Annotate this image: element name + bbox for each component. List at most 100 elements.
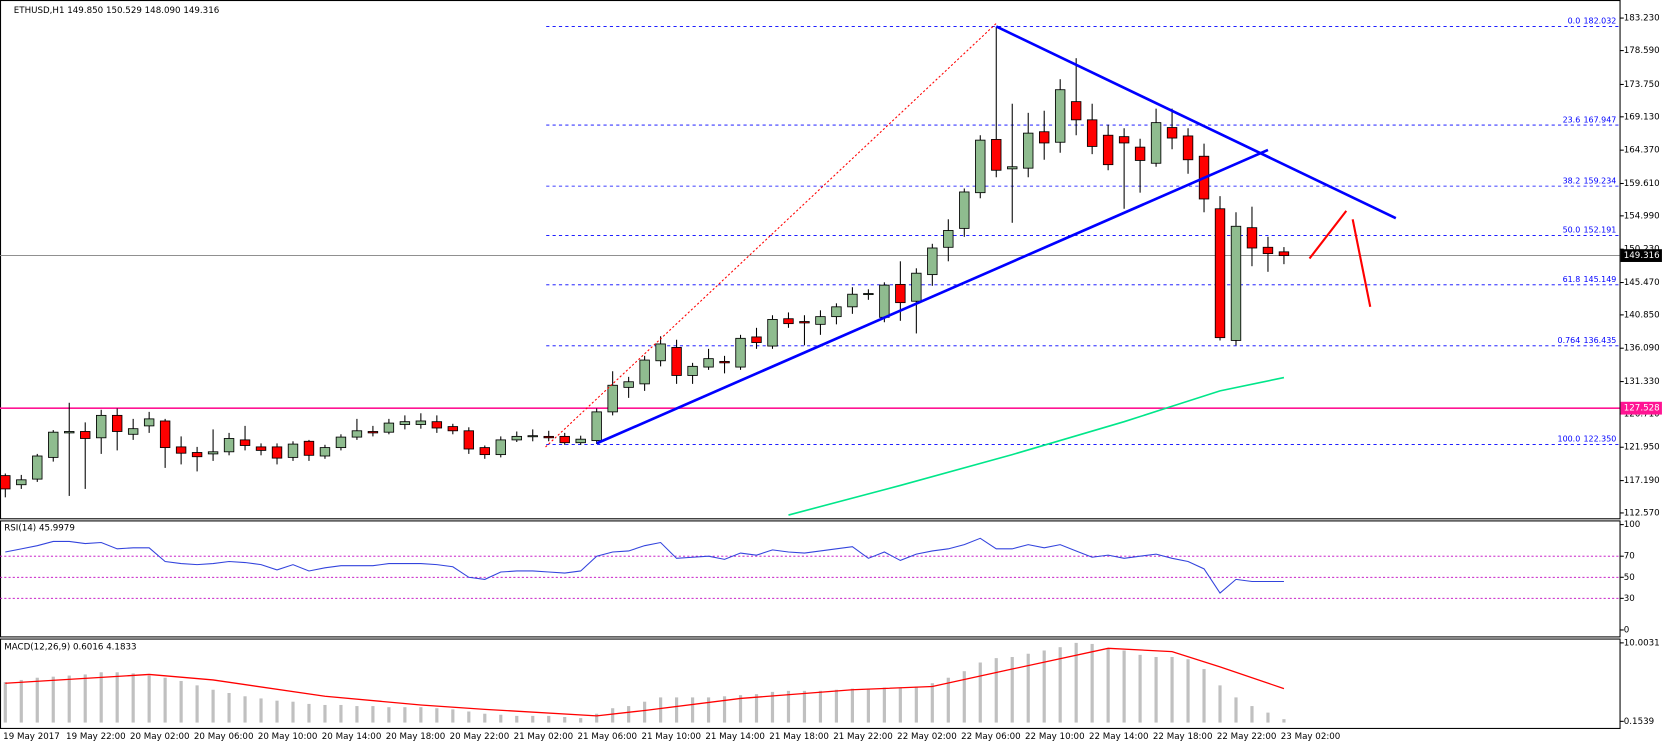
macd-bar [387,707,391,723]
candle-body [639,359,650,385]
candle-body [1007,166,1018,170]
fib-ratio: 100.0 [1558,435,1581,444]
candle-body [607,384,618,413]
y-tick-label: 173.750 [1624,80,1660,90]
candle-body [1182,135,1194,161]
macd-bar [1090,643,1094,723]
macd-bar [611,708,615,723]
y-tick-label: 0.1539 [1624,717,1654,727]
y-tick-label: 159.610 [1624,179,1660,189]
macd-bar [674,697,679,723]
time-label: 22 May 02:00 [897,732,957,742]
candle-body [1134,146,1146,161]
time-label: 20 May 22:00 [450,732,510,742]
y-tick-label: 154.990 [1624,211,1660,221]
candle-body [111,414,123,432]
time-label: 21 May 06:00 [578,732,638,742]
candle-body [415,420,427,425]
time-label: 21 May 02:00 [514,732,574,742]
candle-body [943,230,954,248]
time-label: 20 May 18:00 [386,732,446,742]
candle-body [1070,101,1082,121]
candle-body [1246,227,1258,249]
fib-ratio: 0.764 [1558,336,1581,345]
panel-frame [0,638,1621,729]
candle-body [96,414,107,439]
time-label: 20 May 14:00 [322,732,382,742]
time-label: 19 May 22:00 [66,732,126,742]
candle-body [671,347,682,376]
macd-bar [1138,654,1142,723]
macd-bar [323,704,327,723]
candle-body [1150,122,1162,164]
candle-body [143,418,155,427]
y-tick-label: 10.0031 [1624,638,1660,648]
fib-ratio: 61.8 [1563,275,1581,284]
candle-body [319,447,331,457]
candle-body [431,421,443,429]
candle-body [48,431,59,458]
macd-bar [531,715,535,723]
candle-body [1214,208,1226,339]
candle-body [1262,246,1274,255]
time-label: 20 May 10:00 [258,732,318,742]
macd-bar [595,713,599,723]
trend-line [596,148,1269,445]
candle-body [1086,119,1098,147]
candle-body [1102,134,1114,166]
macd-bar [898,687,902,723]
time-label: 21 May 10:00 [641,732,701,742]
fib-price: 159.234 [1583,176,1616,185]
time-label: 22 May 06:00 [961,732,1021,742]
candle-body [623,381,634,388]
candle-body [383,422,395,433]
macd-bar [195,685,199,723]
candle-body [335,436,347,449]
candle-body [847,293,858,308]
candle-body [287,443,299,458]
candle-body [543,435,554,439]
macd-bar [1186,659,1190,723]
macd-bar [259,698,263,723]
macd-bar [147,675,151,723]
fib-price: 145.149 [1583,275,1616,284]
candle-body [399,421,411,425]
fib-ratio: 23.6 [1563,115,1581,124]
y-tick-label: 0 [1624,625,1630,635]
fib-ratio: 38.2 [1563,176,1581,185]
trend-line [545,23,997,448]
macd-bar [35,677,39,723]
macd-bar [483,713,487,723]
candle-body [1278,251,1290,257]
macd-bar [179,680,183,723]
time-label: 22 May 22:00 [1217,732,1277,742]
candle-body [80,431,91,439]
candle-body [159,420,171,449]
macd-bar [882,687,886,723]
candle-body [479,447,490,456]
candle-body [495,439,506,456]
y-tick-label: 169.130 [1624,112,1660,122]
candle-body [511,435,522,441]
macd-bar [930,683,934,723]
time-label: 19 May 2017 [3,732,60,742]
candle-body [255,446,267,451]
macd-bar [403,707,407,723]
candle-body [1023,132,1034,169]
macd-bar [1234,697,1238,723]
macd-bar [467,711,471,723]
y-tick-label: 30 [1624,594,1635,604]
fib-ratio: 50.0 [1563,226,1581,235]
macd-bar [1106,648,1110,723]
candle-body [879,284,890,318]
rsi-line [5,537,1284,594]
macd-bar [355,706,359,723]
candle-body [207,451,219,455]
candle-body [863,293,874,296]
indicator-title: RSI(14) 45.9979 [4,523,75,533]
level-price-box [1620,401,1662,415]
macd-bar [1122,650,1126,723]
time-label: 21 May 14:00 [705,732,765,742]
indicator-title: ETHUSD,H1 149.850 150.529 148.090 149.31… [14,6,219,16]
macd-bar [690,697,695,723]
